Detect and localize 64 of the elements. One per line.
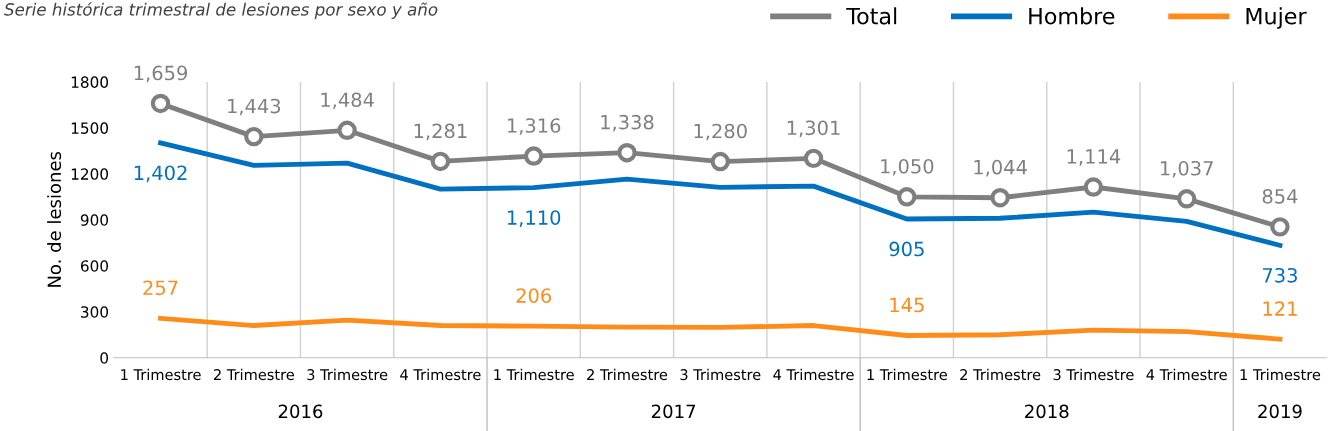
y-tick-label: 600 [80, 260, 109, 272]
point [990, 188, 1010, 208]
x-tick-label: 1 Trimestre [121, 368, 201, 381]
x-tick-label: 1 Trimestre [867, 368, 947, 381]
x-tick-label: 2 Trimestre [587, 368, 668, 381]
point [150, 93, 171, 114]
x-tick-label: 4 Trimestre [400, 368, 481, 381]
data-label: 1,316 [507, 118, 561, 135]
data-label: 145 [890, 297, 924, 313]
point [430, 151, 451, 172]
data-label: 121 [1263, 301, 1297, 316]
data-label: 1,402 [134, 165, 187, 183]
y-tick-label: 900 [80, 214, 109, 226]
line-series [158, 315, 1283, 342]
chart-title: Serie histórica trimestral de lesiones por sexo y año [4, 2, 438, 19]
text: 2017 [651, 404, 696, 419]
data-label: 1,659 [134, 65, 188, 83]
y-tick-label: 300 [81, 306, 109, 318]
legend-label: Total [846, 7, 897, 25]
point [803, 148, 824, 169]
data-label: 1,484 [321, 92, 374, 110]
data-label: 1,301 [787, 120, 840, 138]
point [617, 142, 637, 163]
data-label: 1,338 [601, 114, 654, 132]
data-label: 1,044 [974, 159, 1027, 177]
x-tick-label: 4 Trimestre [1146, 368, 1227, 381]
legend-label: Hombre [1029, 7, 1115, 25]
y-tick-label: 1500 [71, 122, 109, 134]
x-tick-label: 3 Trimestre [307, 368, 388, 381]
x-tick-label: 3 Trimestre [1053, 368, 1134, 381]
x-tick-label: 4 Trimestre [773, 368, 854, 381]
data-label: 1,050 [881, 158, 934, 176]
point [710, 151, 730, 172]
x-tick-label: 1 Trimestre [494, 368, 574, 381]
x-tick-label: 3 Trimestre [680, 368, 761, 381]
y-tick-label: 1200 [71, 168, 109, 180]
data-label: 257 [143, 280, 178, 296]
data-label: 1,443 [228, 98, 281, 116]
x-tick-label: 2 Trimestre [213, 368, 294, 381]
data-label: 1,114 [1067, 149, 1121, 166]
data-label: 733 [1263, 267, 1297, 283]
point [1083, 177, 1104, 197]
text: 2018 [1025, 404, 1069, 419]
data-label: 1,037 [1160, 160, 1213, 178]
data-label: 1,280 [694, 123, 747, 141]
data-label: 206 [516, 288, 552, 303]
y-tick-label: 1800 [71, 76, 109, 88]
point [897, 187, 917, 207]
data-label: 854 [1262, 188, 1298, 204]
data-label: 1,281 [414, 123, 467, 141]
legend-label: Mujer [1246, 7, 1307, 29]
text: 2016 [278, 404, 323, 419]
y-axis-title: No. de lesiones [47, 151, 62, 287]
text: 2019 [1258, 404, 1302, 419]
x-tick-label: 1 Trimestre [1240, 368, 1321, 381]
y-tick-label: 0 [100, 352, 109, 364]
point [523, 146, 544, 166]
data-label: 1,110 [507, 210, 561, 227]
point [1176, 189, 1197, 209]
x-tick-label: 2 Trimestre [960, 368, 1041, 381]
data-label: 905 [889, 241, 924, 257]
point [337, 120, 357, 141]
point [244, 126, 264, 147]
point [1270, 217, 1290, 237]
